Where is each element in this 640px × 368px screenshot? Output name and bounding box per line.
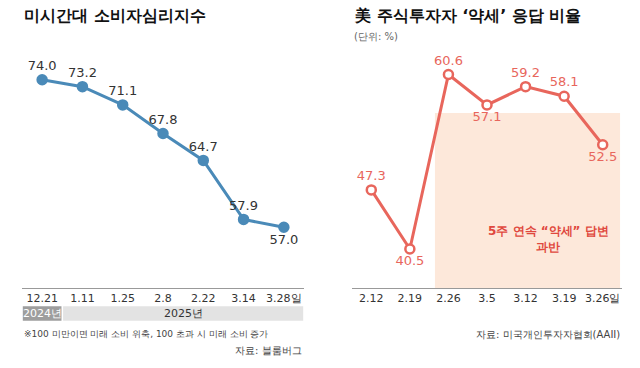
svg-text:자료: 미국개인투자자협회(AAII): 자료: 미국개인투자자협회(AAII)	[476, 329, 620, 340]
svg-text:2.26: 2.26	[436, 292, 461, 305]
svg-text:59.2: 59.2	[511, 65, 540, 80]
svg-text:자료: 블룸버그: 자료: 블룸버그	[235, 345, 302, 356]
svg-text:2024년: 2024년	[23, 307, 62, 320]
svg-text:47.3: 47.3	[357, 168, 386, 183]
svg-text:64.7: 64.7	[189, 139, 218, 154]
svg-text:74.0: 74.0	[28, 58, 57, 73]
svg-text:5주 연속 “약세” 답변과반: 5주 연속 “약세” 답변과반	[488, 224, 609, 254]
svg-text:3.14: 3.14	[231, 292, 256, 305]
svg-text:58.1: 58.1	[550, 74, 579, 89]
svg-text:미시간대 소비자심리지수: 미시간대 소비자심리지수	[24, 6, 206, 25]
svg-text:3.19: 3.19	[552, 292, 577, 305]
svg-text:2.19: 2.19	[398, 292, 423, 305]
svg-text:57.9: 57.9	[229, 198, 258, 213]
svg-text:3.26일: 3.26일	[585, 292, 621, 305]
svg-text:60.6: 60.6	[434, 53, 463, 68]
svg-text:12.21: 12.21	[26, 292, 58, 305]
svg-text:71.1: 71.1	[108, 83, 137, 98]
svg-text:57.1: 57.1	[473, 109, 502, 124]
svg-text:※100 미만이면 미래 소비 위축, 100 초과 시 미: ※100 미만이면 미래 소비 위축, 100 초과 시 미래 소비 증가	[24, 329, 268, 339]
svg-text:2.22: 2.22	[191, 292, 216, 305]
svg-text:2.12: 2.12	[359, 292, 384, 305]
svg-text:3.28일: 3.28일	[266, 292, 302, 305]
svg-text:1.25: 1.25	[110, 292, 134, 305]
svg-text:3.5: 3.5	[478, 292, 496, 305]
svg-text:52.5: 52.5	[588, 149, 617, 164]
svg-text:3.12: 3.12	[513, 292, 538, 305]
svg-text:67.8: 67.8	[149, 112, 178, 127]
svg-text:40.5: 40.5	[395, 253, 424, 268]
svg-text:2.8: 2.8	[154, 292, 172, 305]
svg-text:1.11: 1.11	[70, 292, 95, 305]
svg-text:73.2: 73.2	[68, 65, 97, 80]
svg-text:美 주식투자자 ‘약세’ 응답 비율: 美 주식투자자 ‘약세’ 응답 비율	[354, 6, 581, 25]
svg-text:57.0: 57.0	[269, 232, 298, 247]
svg-text:2025년: 2025년	[164, 307, 203, 320]
svg-text:(단위: %): (단위: %)	[354, 31, 398, 42]
